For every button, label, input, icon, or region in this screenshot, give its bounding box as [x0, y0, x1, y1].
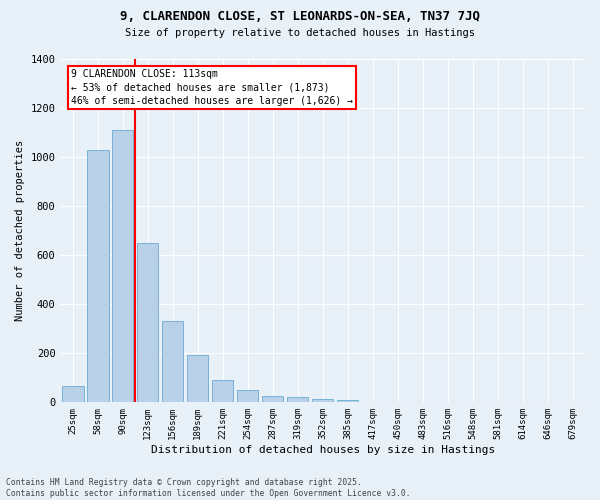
Bar	[337, 400, 358, 402]
Bar	[62, 386, 83, 402]
Bar	[112, 130, 133, 402]
Bar	[137, 243, 158, 402]
Text: Size of property relative to detached houses in Hastings: Size of property relative to detached ho…	[125, 28, 475, 38]
Bar	[312, 398, 334, 402]
Bar	[187, 354, 208, 403]
Y-axis label: Number of detached properties: Number of detached properties	[15, 140, 25, 322]
Text: 9, CLARENDON CLOSE, ST LEONARDS-ON-SEA, TN37 7JQ: 9, CLARENDON CLOSE, ST LEONARDS-ON-SEA, …	[120, 10, 480, 23]
Bar	[212, 380, 233, 402]
Bar	[287, 398, 308, 402]
Bar	[87, 150, 109, 402]
Bar	[262, 396, 283, 402]
Bar	[162, 322, 184, 402]
X-axis label: Distribution of detached houses by size in Hastings: Distribution of detached houses by size …	[151, 445, 495, 455]
Text: Contains HM Land Registry data © Crown copyright and database right 2025.
Contai: Contains HM Land Registry data © Crown c…	[6, 478, 410, 498]
Text: 9 CLARENDON CLOSE: 113sqm
← 53% of detached houses are smaller (1,873)
46% of se: 9 CLARENDON CLOSE: 113sqm ← 53% of detac…	[71, 70, 353, 106]
Bar	[237, 390, 259, 402]
